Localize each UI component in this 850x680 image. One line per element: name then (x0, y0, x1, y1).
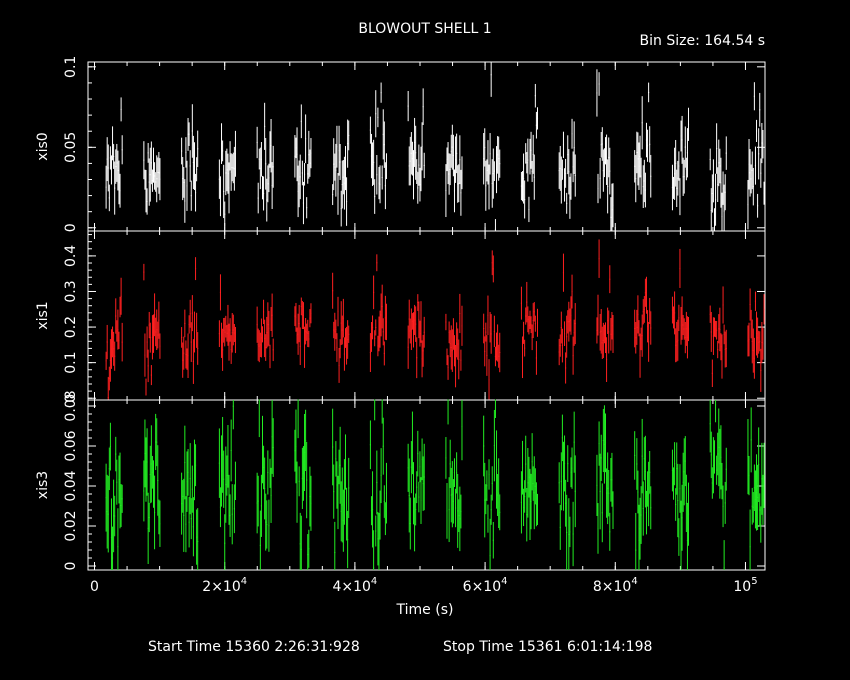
start-time-label: Start Time 15360 2:26:31:928 (148, 639, 360, 655)
y-axis-label-xis1: xis1 (35, 301, 51, 329)
stop-time-label: Stop Time 15361 6:01:14:198 (443, 639, 652, 655)
y-tick-label: 0 (63, 562, 79, 571)
y-tick-label: 0.05 (63, 132, 79, 163)
x-axis-ticks: 0 2×104 4×104 6×104 8×104 105 (90, 576, 758, 595)
y-axis-label-xis0: xis0 (35, 132, 51, 160)
x-tick-label: 2×104 (202, 576, 247, 595)
y-tick-label: 0.1 (63, 56, 79, 78)
x-tick-label: 4×104 (332, 576, 377, 595)
x-axis-label: Time (s) (396, 602, 454, 618)
y-tick-label: 0.06 (63, 430, 79, 461)
x-tick-label: 8×104 (593, 576, 638, 595)
panel-xis0: 0 0.05 0.1 xis0 (35, 56, 766, 232)
y-tick-label: 0.02 (63, 510, 79, 541)
panel-xis3: 0 0.02 0.04 0.06 0.08 xis3 (35, 390, 766, 571)
panel-frame (87, 399, 766, 571)
panel-xis1: 0 0.1 0.2 0.3 0.4 xis1 (35, 230, 766, 403)
x-tick-label: 0 (90, 579, 99, 595)
x-tick-label: 105 (733, 576, 757, 595)
y-tick-label: 0.4 (63, 245, 79, 267)
y-tick-label: 0.04 (63, 470, 79, 501)
y-tick-label: 0.2 (63, 316, 79, 338)
panels-group: 0 0.05 0.1 xis0 0 0.1 0.2 0.3 0.4 xis1 0 0.02 0.04 0.… (35, 56, 766, 571)
bin-size-label: Bin Size: 164.54 s (640, 33, 765, 49)
panel-frame (87, 61, 766, 232)
y-tick-label: 0 (63, 394, 79, 403)
y-tick-label: 0.08 (63, 390, 79, 421)
x-tick-label: 6×104 (463, 576, 508, 595)
y-axis-label-xis3: xis3 (35, 471, 51, 499)
y-tick-label: 0.3 (63, 280, 79, 302)
chart-title: BLOWOUT SHELL 1 (358, 21, 491, 37)
y-tick-label: 0.1 (63, 352, 79, 374)
y-tick-label: 0 (63, 223, 79, 232)
